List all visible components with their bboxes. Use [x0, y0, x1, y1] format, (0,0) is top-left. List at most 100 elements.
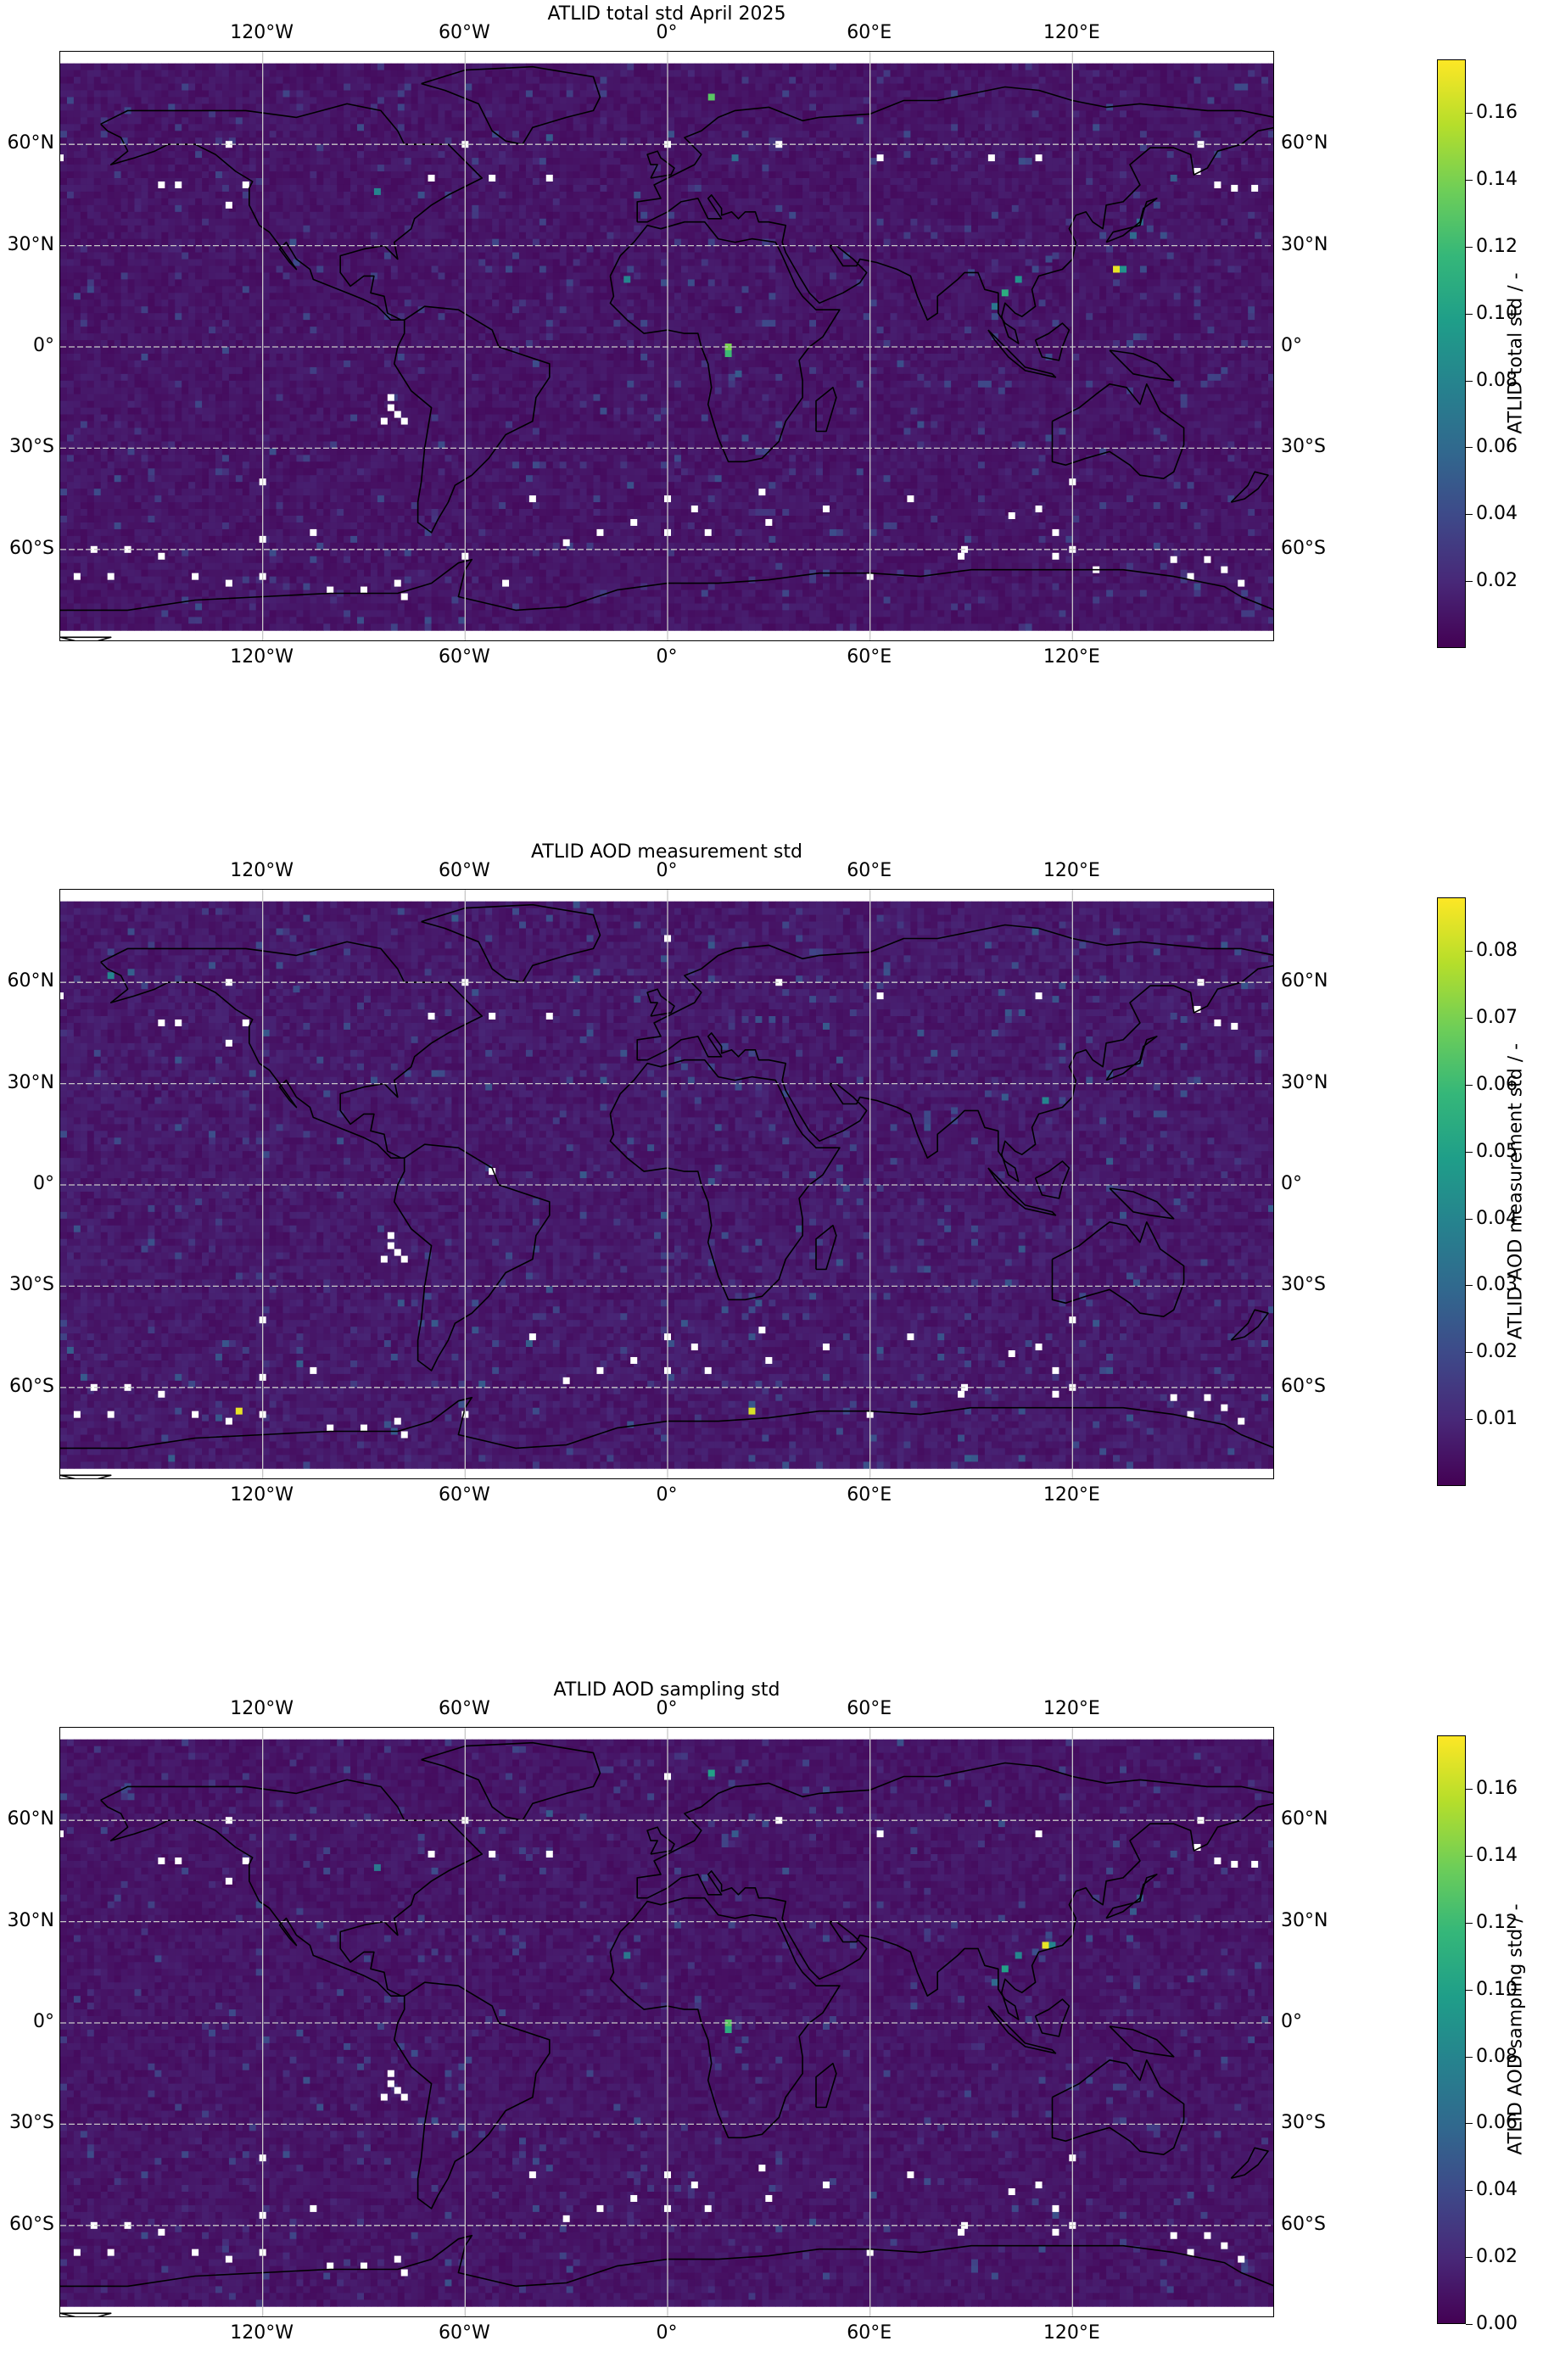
lat-tick-label: 30°N — [0, 1910, 54, 1932]
missing-cell — [691, 2182, 698, 2188]
missing-cell — [1171, 2232, 1177, 2239]
map-plot — [59, 51, 1274, 641]
missing-cell — [394, 2256, 401, 2263]
colorbar-label: ATLID AOD measurement std / - — [1506, 980, 1527, 1404]
lon-tick-label: 120°E — [1020, 860, 1122, 882]
colorbar-tick-mark — [1466, 1018, 1473, 1019]
heatmap-cell — [546, 134, 553, 141]
missing-cell — [765, 1357, 772, 1364]
lon-tick-label: 120°E — [1020, 646, 1122, 668]
colorbar-tick-label: 0.02 — [1476, 570, 1518, 592]
missing-cell — [381, 1256, 388, 1263]
missing-cell — [381, 418, 388, 425]
heatmap-cell — [108, 972, 115, 979]
missing-cell — [1052, 2229, 1059, 2236]
missing-cell — [907, 1333, 914, 1340]
missing-cell — [705, 529, 712, 536]
lat-tick-label: 60°N — [0, 1808, 54, 1830]
colorbar-tick-mark — [1466, 1085, 1473, 1086]
coast-antarctica-tail — [60, 1475, 111, 1479]
missing-cell — [1251, 1861, 1258, 1868]
map-plot — [59, 889, 1274, 1479]
missing-cell — [630, 519, 637, 526]
missing-cell — [158, 1020, 165, 1026]
missing-cell — [381, 2094, 388, 2101]
lat-tick-label: 30°N — [0, 234, 54, 256]
missing-cell — [243, 1020, 249, 1026]
missing-cell — [546, 175, 553, 182]
colorbar-tick-mark — [1466, 1352, 1473, 1353]
lon-tick-label: 60°E — [819, 646, 920, 668]
lat-tick-label: 0° — [1281, 335, 1302, 357]
lat-tick-label: 0° — [0, 2011, 54, 2033]
heatmap-cell — [708, 93, 715, 100]
heatmap-cell — [293, 986, 299, 992]
missing-cell — [192, 2249, 198, 2256]
missing-cell — [691, 1344, 698, 1350]
missing-cell — [705, 1367, 712, 1374]
missing-cell — [327, 2263, 333, 2270]
lat-tick-label: 60°N — [0, 970, 54, 992]
missing-cell — [1036, 992, 1043, 999]
heatmap-cell — [732, 1830, 739, 1837]
colorbar-tick-mark — [1466, 1285, 1473, 1286]
colorbar-tick-mark — [1466, 180, 1473, 181]
heatmap-cell — [1015, 276, 1022, 282]
colorbar-tick-mark — [1466, 1856, 1473, 1857]
heatmap-cell — [732, 154, 739, 161]
missing-cell — [630, 1357, 637, 1364]
heatmap-cell — [951, 1107, 958, 1114]
heatmap-cell — [992, 1979, 998, 1986]
lon-tick-label: 120°W — [211, 1698, 313, 1720]
missing-cell — [158, 1391, 165, 1398]
colorbar-tick-mark — [1466, 2057, 1473, 2058]
heatmap-cell — [725, 350, 732, 357]
colorbar-tick-mark — [1466, 247, 1473, 248]
missing-cell — [1231, 185, 1238, 192]
missing-cell — [1036, 1344, 1043, 1350]
lon-tick-label: 60°E — [819, 1484, 920, 1506]
lon-tick-label: 60°W — [413, 860, 515, 882]
coast-antarctica-tail — [60, 637, 111, 641]
colorbar-tick-mark — [1466, 447, 1473, 448]
missing-cell — [758, 489, 765, 495]
heatmap-cell — [1171, 1013, 1177, 1020]
heatmap-cell — [1002, 1965, 1009, 1972]
missing-cell — [489, 1851, 495, 1858]
missing-cell — [907, 2171, 914, 2178]
lon-tick-label: 0° — [616, 646, 718, 668]
missing-cell — [907, 495, 914, 502]
colorbar-tick-label: 0.16 — [1476, 1778, 1518, 1800]
missing-cell — [1238, 580, 1244, 587]
heatmap-cell — [546, 1810, 553, 1817]
missing-cell — [1052, 1391, 1059, 1398]
missing-cell — [1009, 512, 1015, 519]
heatmap-cell — [1130, 1908, 1137, 1915]
lat-tick-label: 60°S — [0, 2214, 54, 2236]
map-plot — [59, 1727, 1274, 2317]
heatmap-cell — [623, 276, 630, 282]
missing-cell — [958, 2229, 964, 2236]
heatmap-cell — [1045, 256, 1052, 263]
lat-tick-label: 60°N — [0, 132, 54, 154]
lon-tick-label: 60°W — [413, 22, 515, 44]
missing-cell — [877, 154, 884, 161]
missing-cell — [158, 182, 165, 188]
missing-cell — [1036, 506, 1043, 512]
lat-tick-label: 30°S — [1281, 436, 1326, 458]
missing-cell — [1204, 2232, 1210, 2239]
missing-cell — [226, 580, 232, 587]
missing-cell — [1221, 567, 1227, 573]
colorbar-tick-label: 0.00 — [1476, 2313, 1518, 2335]
heatmap-cell — [1171, 1851, 1177, 1858]
missing-cell — [1238, 2256, 1244, 2263]
colorbar-tick-mark — [1466, 381, 1473, 382]
missing-cell — [394, 580, 401, 587]
missing-cell — [401, 1432, 408, 1439]
heatmap-cell — [1043, 1098, 1049, 1104]
colorbar-tick-mark — [1466, 2257, 1473, 2258]
heatmap-cell — [1043, 1941, 1049, 1948]
lon-tick-label: 0° — [616, 2322, 718, 2344]
missing-cell — [758, 2165, 765, 2171]
